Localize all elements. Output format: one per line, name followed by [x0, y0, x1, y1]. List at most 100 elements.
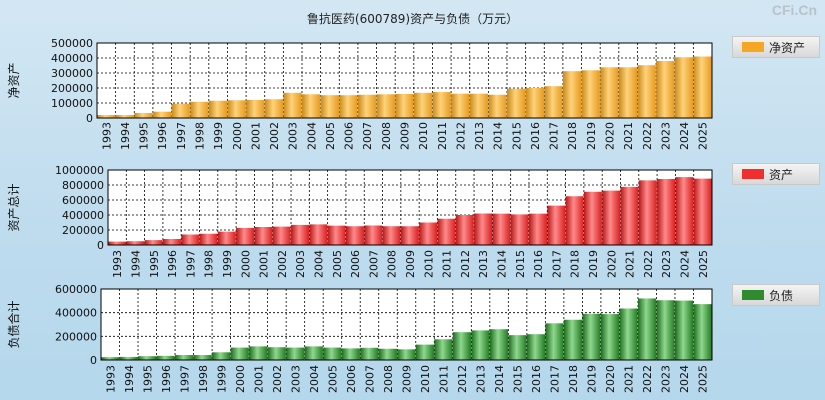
y-tick-label: 1000000 [55, 164, 104, 177]
x-tick-label: 2004 [305, 122, 318, 150]
x-tick-label: 1999 [212, 122, 225, 150]
x-tick-label: 2001 [252, 365, 265, 393]
bar-liabilities-2000 [230, 347, 249, 360]
x-tick-label: 2015 [510, 122, 523, 150]
bar-total-assets-2018 [565, 196, 584, 245]
y-tick-label: 300000 [51, 67, 93, 80]
bar-total-assets-2025 [693, 178, 712, 245]
bar-total-assets-2001 [254, 227, 273, 245]
bar-total-assets-2011 [437, 218, 456, 245]
y-tick-label: 800000 [62, 179, 104, 192]
x-tick-label: 1997 [184, 250, 197, 278]
bar-liabilities-2010 [415, 344, 434, 360]
bar-net-assets-2011 [432, 92, 451, 118]
bar-liabilities-2013 [471, 330, 490, 360]
bar-total-assets-1999 [217, 231, 236, 245]
x-tick-label: 2010 [419, 365, 432, 393]
x-tick-label: 1994 [119, 122, 132, 150]
x-tick-label: 2003 [289, 365, 302, 393]
y-tick-label: 0 [90, 354, 97, 367]
bar-total-assets-1998 [199, 233, 218, 245]
plot-frame [96, 42, 713, 119]
x-tick-label: 2023 [660, 250, 673, 278]
bar-liabilities-2002 [267, 347, 286, 360]
bar-total-assets-2013 [474, 213, 493, 245]
bar-liabilities-2020 [600, 314, 620, 360]
bar-total-assets-2004 [309, 224, 328, 245]
x-tick-label: 2016 [529, 122, 542, 150]
bar-liabilities-1998 [193, 355, 212, 360]
y-axis-title: 净资产 [7, 62, 21, 98]
x-tick-label: 2014 [493, 365, 506, 393]
bar-total-assets-1997 [181, 234, 200, 245]
bar-net-assets-1995 [134, 113, 153, 118]
bar-net-assets-2014 [488, 94, 507, 118]
chart-panel-total-assets: 0 200000 400000 600000 800000 1000000 1993 1994… [7, 164, 713, 278]
bar-net-assets-1999 [208, 100, 228, 118]
bar-net-assets-2018 [562, 71, 582, 118]
bar-total-assets-1996 [162, 239, 181, 245]
bar-net-assets-2019 [581, 70, 600, 118]
bar-liabilities-2024 [674, 300, 694, 360]
bar-net-assets-2005 [320, 95, 339, 118]
bar-net-assets-2009 [395, 94, 414, 118]
x-tick-label: 2010 [422, 250, 435, 278]
x-tick-label: 1994 [123, 365, 136, 393]
x-tick-label: 2014 [492, 122, 505, 150]
x-tick-label: 1998 [197, 365, 210, 393]
x-tick-label: 2020 [604, 365, 617, 393]
x-tick-label: 2024 [679, 250, 692, 278]
x-tick-label: 1995 [141, 365, 154, 393]
bar-liabilities-2012 [452, 332, 472, 360]
bar-total-assets-2024 [675, 177, 694, 245]
x-tick-label: 2025 [697, 250, 710, 278]
bar-net-assets-2015 [507, 88, 526, 118]
bar-liabilities-2008 [378, 348, 397, 360]
x-tick-label: 2017 [550, 250, 563, 278]
bar-liabilities-2011 [434, 339, 453, 360]
x-tick-label: 2007 [361, 122, 374, 150]
bar-net-assets-1998 [190, 101, 209, 118]
x-tick-label: 2011 [441, 250, 454, 278]
x-tick-label: 2004 [308, 365, 321, 393]
x-tick-label: 2003 [294, 250, 307, 278]
x-tick-label: 2005 [326, 365, 339, 393]
x-tick-label: 1996 [156, 122, 169, 150]
x-tick-label: 2011 [436, 122, 449, 150]
x-tick-label: 2016 [532, 250, 545, 278]
bar-net-assets-2001 [246, 100, 265, 118]
bar-total-assets-2012 [455, 215, 474, 245]
bar-net-assets-2024 [674, 57, 694, 118]
x-tick-label: 2021 [624, 250, 637, 278]
bar-total-assets-2016 [528, 213, 547, 245]
y-tick-label: 200000 [51, 82, 93, 95]
x-tick-label: 2019 [587, 250, 600, 278]
x-tick-label: 2013 [475, 365, 488, 393]
x-tick-label: 2003 [287, 122, 300, 150]
x-tick-label: 2017 [548, 122, 561, 150]
bar-net-assets-2020 [600, 67, 619, 118]
x-tick-label: 2012 [459, 250, 472, 278]
x-tick-label: 2024 [678, 122, 691, 150]
x-tick-label: 1995 [138, 122, 151, 150]
bar-net-assets-2004 [302, 94, 321, 118]
legend-net-assets: 净资产 [732, 36, 820, 58]
x-tick-label: 2007 [363, 365, 376, 393]
bar-total-assets-2019 [583, 191, 602, 245]
x-tick-label: 1994 [129, 250, 142, 278]
x-tick-label: 2015 [512, 365, 525, 393]
x-tick-label: 2006 [343, 122, 356, 150]
bar-liabilities-2001 [249, 346, 268, 360]
bar-total-assets-2005 [327, 225, 346, 245]
x-tick-label: 2002 [271, 365, 284, 393]
x-tick-label: 1998 [203, 250, 216, 278]
chart-panel-liabilities: 0 200000 400000 600000 1993 1994 1995 1996 1997 1… [6, 283, 713, 393]
x-tick-label: 2006 [345, 365, 358, 393]
legend-swatch-total-assets [742, 169, 764, 179]
bar-total-assets-1995 [144, 240, 163, 245]
watermark-logo: CFi.Cn [771, 2, 817, 18]
x-tick-label: 2005 [331, 250, 344, 278]
x-tick-label: 2020 [604, 122, 617, 150]
x-tick-label: 2017 [549, 365, 562, 393]
bar-total-assets-2017 [547, 205, 566, 245]
